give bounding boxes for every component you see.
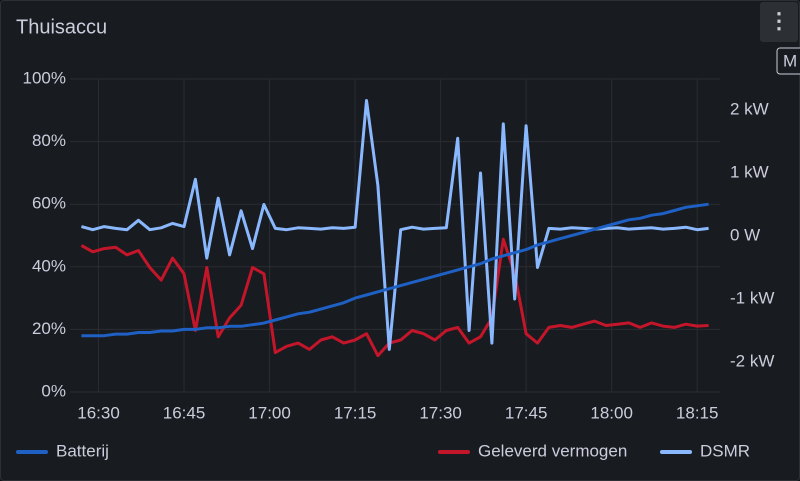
y-tick-label: 40% xyxy=(32,256,66,275)
y-tick-label: 20% xyxy=(32,319,66,338)
y2-tick-label: 0 W xyxy=(730,225,760,244)
x-tick-label: 18:15 xyxy=(676,403,719,422)
y-tick-label: 100% xyxy=(23,68,66,87)
series-line xyxy=(81,99,709,351)
x-tick-label: 16:30 xyxy=(77,403,120,422)
series-line xyxy=(81,202,709,338)
legend-label[interactable]: Geleverd vermogen xyxy=(478,441,627,460)
x-tick-label: 16:45 xyxy=(163,403,206,422)
tooltip-text: M xyxy=(783,51,797,70)
panel-title: Thuisaccu xyxy=(16,16,107,38)
y-tick-label: 80% xyxy=(32,131,66,150)
x-tick-label: 17:15 xyxy=(334,403,377,422)
y-tick-label: 0% xyxy=(41,381,66,400)
y2-tick-label: -1 kW xyxy=(730,288,774,307)
x-tick-label: 17:00 xyxy=(248,403,291,422)
menu-button[interactable] xyxy=(760,2,798,42)
legend-label[interactable]: Batterij xyxy=(56,441,109,460)
menu-icon[interactable]: ⋮ xyxy=(768,8,790,33)
x-tick-label: 18:00 xyxy=(590,403,633,422)
x-tick-label: 17:45 xyxy=(505,403,548,422)
y2-tick-label: 2 kW xyxy=(730,99,769,118)
tooltip-box xyxy=(776,47,800,75)
y-tick-label: 60% xyxy=(32,194,66,213)
series-line xyxy=(80,237,709,358)
x-tick-label: 17:30 xyxy=(419,403,462,422)
legend-label[interactable]: DSMR xyxy=(700,441,750,460)
y2-tick-label: 1 kW xyxy=(730,162,769,181)
y2-tick-label: -2 kW xyxy=(730,351,774,370)
